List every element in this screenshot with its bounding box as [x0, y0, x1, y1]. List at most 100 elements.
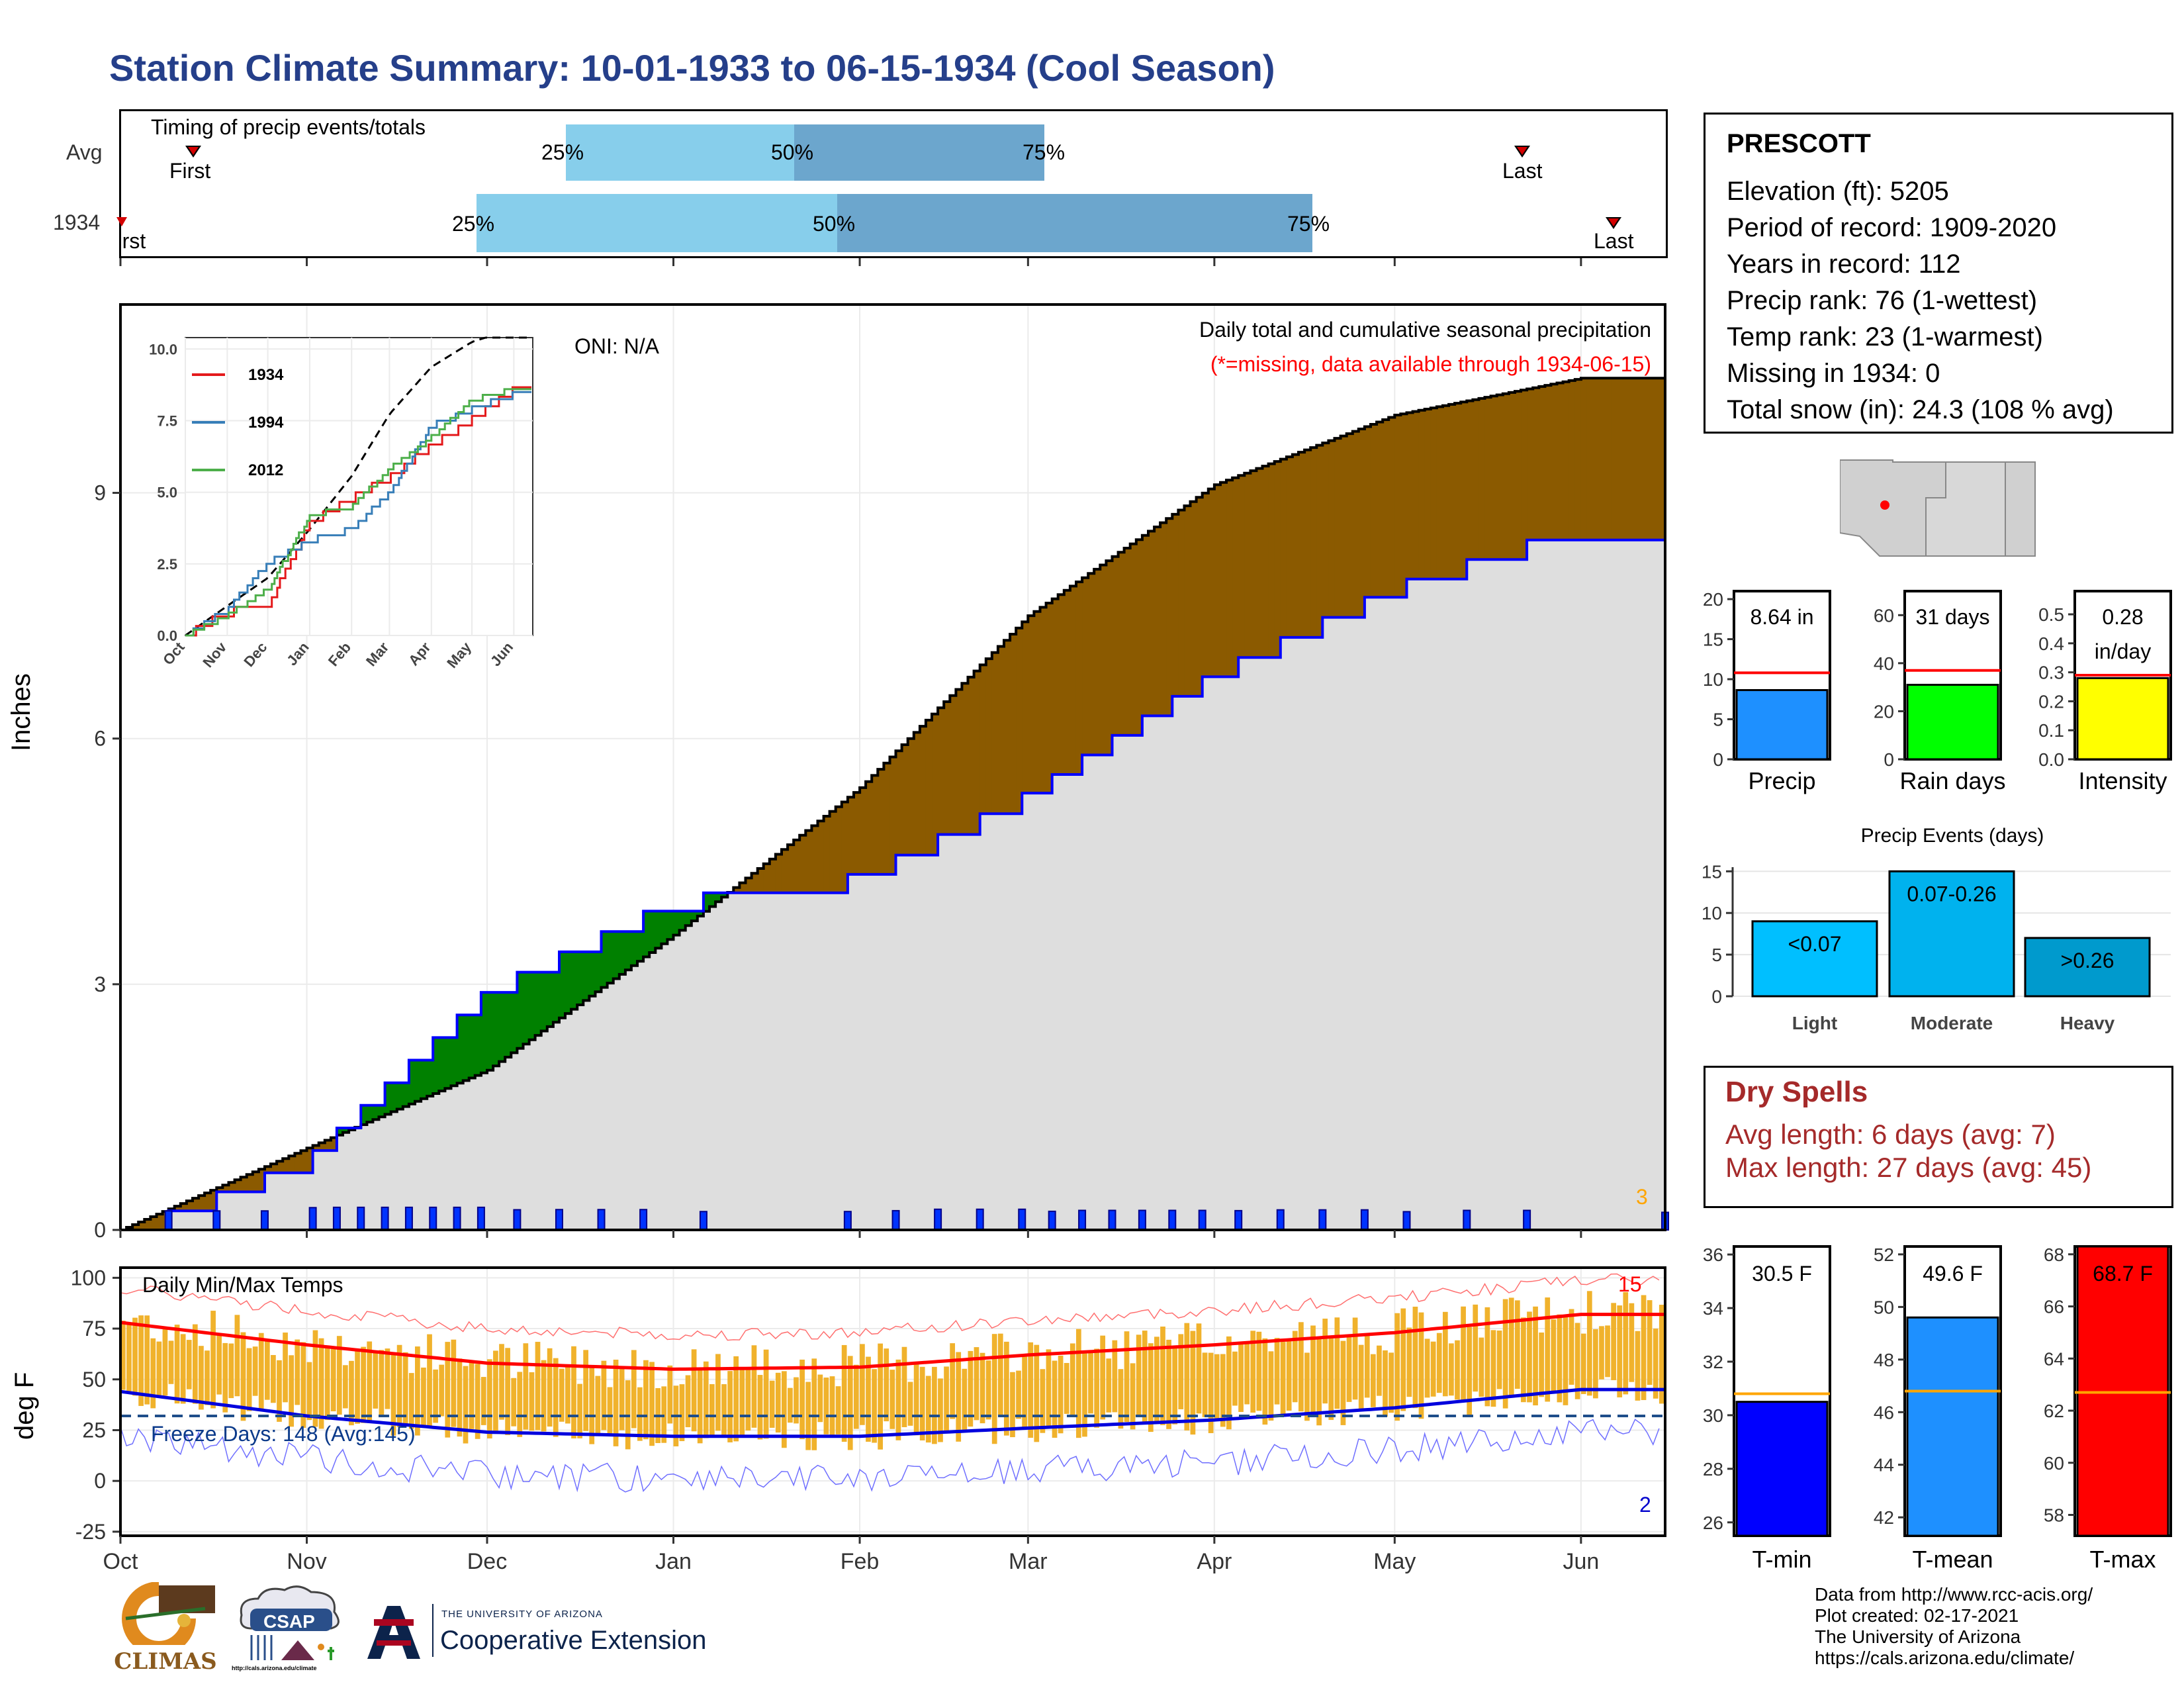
daily-temp-bar	[589, 1366, 595, 1444]
mini-bar-y-tick-label: 0.4	[2038, 633, 2064, 654]
precip-surplus-area	[703, 892, 710, 912]
precip-deficit-area	[775, 854, 782, 893]
precip-deficit-area	[150, 1217, 158, 1230]
csap-logo-url: http://cals.arizona.edu/climate	[232, 1665, 317, 1671]
daily-temp-bar	[252, 1346, 258, 1396]
daily-temp-bar	[1178, 1334, 1184, 1409]
precip-deficit-area	[751, 873, 758, 893]
mini-bar-y-tick-label: 0.0	[2038, 749, 2064, 770]
ua-logo: THE UNIVERSITY OF ARIZONA Cooperative Ex…	[361, 1601, 745, 1667]
events-bar-value: 0.07-0.26	[1907, 882, 1996, 906]
daily-temp-bar	[613, 1359, 619, 1446]
daily-temp-bar	[1208, 1352, 1214, 1433]
precip-deficit-area	[1196, 497, 1203, 696]
station-total-snow: Total snow (in): 24.3 (108 % avg)	[1727, 395, 2114, 424]
daily-temp-bar	[1539, 1332, 1545, 1397]
temp-bar-y-tick-label: 34	[1703, 1298, 1723, 1319]
mini-bar-intensity	[2076, 677, 2169, 761]
precip-surplus-area	[385, 1082, 392, 1115]
precip-deficit-area	[1364, 426, 1371, 598]
precip-deficit-area	[1069, 586, 1077, 775]
precip-deficit-area	[289, 1156, 295, 1173]
daily-temp-bar	[162, 1329, 168, 1396]
daily-temp-bar	[156, 1341, 162, 1398]
precip-deficit-area	[745, 878, 752, 893]
daily-temp-bar	[1214, 1354, 1220, 1419]
daily-temp-bar	[637, 1387, 643, 1441]
daily-temp-bar	[1028, 1342, 1034, 1438]
daily-temp-bar	[402, 1352, 408, 1427]
csap-logo: CSAP http://cals.arizona.edu/climate	[232, 1582, 351, 1675]
precip-deficit-area	[889, 757, 897, 874]
daily-temp-bar	[1574, 1323, 1580, 1399]
daily-temp-bar	[1364, 1334, 1370, 1398]
daily-temp-bar	[997, 1333, 1003, 1416]
precip-deficit-area	[1635, 378, 1642, 540]
precip-surplus-area	[457, 1015, 464, 1084]
precip-surplus-area	[493, 992, 500, 1066]
precip-deficit-area	[1166, 518, 1173, 716]
precip-deficit-area	[1574, 379, 1582, 540]
inset-y-tick-label: 7.5	[157, 412, 177, 429]
daily-temp-bar	[895, 1359, 901, 1440]
precip-deficit-area	[925, 720, 933, 855]
precip-caption: Daily total and cumulative seasonal prec…	[1199, 318, 1651, 342]
daily-temp-bar	[439, 1364, 445, 1417]
precip-surplus-area	[451, 1037, 458, 1086]
daily-temp-bar	[283, 1333, 288, 1403]
daily-temp-bar	[1418, 1312, 1424, 1419]
timing-avg-p25: 25%	[541, 140, 584, 164]
precip-deficit-area	[1539, 386, 1545, 540]
precip-surplus-area	[625, 931, 632, 970]
daily-temp-bar	[486, 1359, 492, 1439]
precip-deficit-area	[788, 845, 794, 893]
temp-bar-y-tick-label: 36	[1703, 1244, 1723, 1265]
precip-surplus-area	[480, 992, 488, 1073]
record-high-line	[120, 1273, 1660, 1341]
precip-deficit-area	[1154, 527, 1161, 716]
temp-bar-label: T-max	[2089, 1546, 2156, 1573]
daily-temp-bar	[956, 1352, 962, 1442]
precip-deficit-area	[1473, 399, 1480, 560]
hot-days-count: 15	[1618, 1272, 1642, 1296]
precip-deficit-area	[1304, 449, 1311, 637]
daily-temp-bar	[595, 1376, 601, 1434]
daily-temp-bar	[866, 1356, 871, 1442]
month-label-dec: Dec	[467, 1549, 507, 1574]
daily-temp-bar	[1449, 1343, 1454, 1396]
station-years: Years in record: 112	[1727, 250, 1961, 279]
dry-spells-title: Dry Spells	[1725, 1076, 1868, 1108]
precip-deficit-area	[1352, 431, 1359, 618]
daily-temp-bar	[421, 1367, 426, 1426]
precip-deficit-area	[156, 1214, 163, 1230]
daily-temp-bar	[1334, 1317, 1340, 1409]
daily-temp-bar	[277, 1360, 282, 1422]
events-bar-value: >0.26	[2061, 949, 2115, 972]
precip-deficit-area	[1647, 378, 1654, 540]
mini-bar-y-tick-label: 15	[1703, 630, 1723, 650]
timing-1934-p50: 50%	[813, 212, 856, 236]
daily-temp-bar	[901, 1346, 907, 1427]
daily-temp-bar	[1527, 1311, 1532, 1403]
precip-deficit-area	[1467, 400, 1473, 560]
precip-deficit-area	[979, 665, 987, 814]
precip-surplus-area	[439, 1037, 446, 1092]
events-y-tick-label: 10	[1702, 903, 1722, 923]
events-bar-label: Moderate	[1911, 1013, 1993, 1033]
avg-min-temp-line	[120, 1387, 1665, 1438]
precip-deficit-area	[1455, 403, 1461, 579]
daily-temp-bar	[1593, 1329, 1598, 1399]
timing-1934-last: Last	[1594, 229, 1634, 253]
daily-temp-bar	[1629, 1303, 1635, 1382]
inset-series-2012	[185, 388, 531, 637]
precip-surplus-area	[402, 1082, 410, 1107]
precip-deficit-area	[956, 689, 963, 835]
daily-temp-bar	[199, 1346, 204, 1410]
precip-deficit-area	[1436, 406, 1443, 579]
mini-bar-y-tick-label: 0	[1884, 749, 1894, 770]
daily-temp-bar	[475, 1364, 480, 1439]
precip-deficit-area	[138, 1222, 145, 1230]
daily-temp-bar	[823, 1378, 829, 1434]
footer-line-created: Plot created: 02-17-2021	[1815, 1605, 2019, 1626]
precip-deficit-area	[733, 887, 741, 893]
